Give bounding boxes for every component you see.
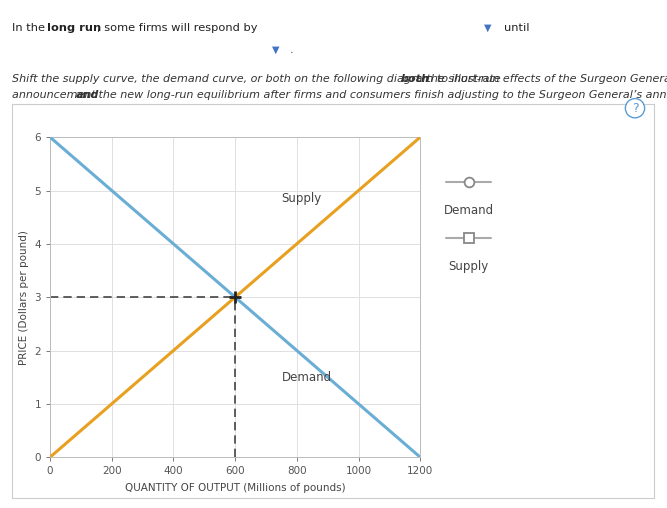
Text: ?: ? <box>632 102 638 115</box>
X-axis label: QUANTITY OF OUTPUT (Millions of pounds): QUANTITY OF OUTPUT (Millions of pounds) <box>125 483 346 493</box>
Text: , some firms will respond by: , some firms will respond by <box>97 23 257 33</box>
Text: ▼: ▼ <box>272 45 279 55</box>
Y-axis label: PRICE (Dollars per pound): PRICE (Dollars per pound) <box>19 230 29 365</box>
Text: and: and <box>75 90 99 101</box>
Text: In the: In the <box>12 23 49 33</box>
Text: Shift the supply curve, the demand curve, or both on the following diagram to il: Shift the supply curve, the demand curve… <box>12 74 504 84</box>
Text: the new long-run equilibrium after firms and consumers finish adjusting to the S: the new long-run equilibrium after firms… <box>95 90 667 101</box>
Text: long run: long run <box>47 23 101 33</box>
Text: .: . <box>290 45 293 55</box>
Text: until: until <box>504 23 529 33</box>
Text: both: both <box>400 74 429 84</box>
Text: announcement: announcement <box>12 90 99 101</box>
Text: ▼: ▼ <box>484 23 491 33</box>
Text: Demand: Demand <box>281 371 331 384</box>
Text: the short-run effects of the Surgeon General’s: the short-run effects of the Surgeon Gen… <box>423 74 667 84</box>
Text: Supply: Supply <box>448 260 489 273</box>
Text: Demand: Demand <box>444 204 494 217</box>
Text: Supply: Supply <box>281 192 321 205</box>
